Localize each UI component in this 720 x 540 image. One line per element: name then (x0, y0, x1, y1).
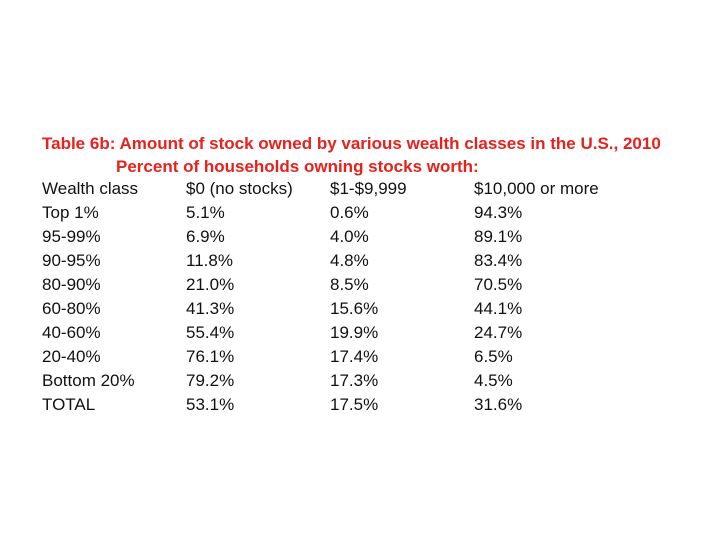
no-stocks-cell: 53.1% (186, 395, 235, 414)
wealth-class-cell: 40-60% (42, 323, 101, 342)
header-10000-or-more: $10,000 or more (474, 179, 599, 198)
table-row: Top 1% 5.1% 0.6% 94.3% (42, 203, 702, 227)
table-row: 20-40% 76.1% 17.4% 6.5% (42, 347, 702, 371)
no-stocks-cell: 6.9% (186, 227, 225, 246)
no-stocks-cell: 76.1% (186, 347, 235, 366)
wealth-class-cell: 80-90% (42, 275, 101, 294)
table-row-total: TOTAL 53.1% 17.5% 31.6% (42, 395, 702, 419)
small-stocks-cell: 15.6% (330, 299, 379, 318)
small-stocks-cell: 4.8% (330, 251, 369, 270)
small-stocks-cell: 19.9% (330, 323, 379, 342)
small-stocks-cell: 17.4% (330, 347, 379, 366)
header-no-stocks: $0 (no stocks) (186, 179, 293, 198)
no-stocks-cell: 11.8% (186, 251, 233, 270)
large-stocks-cell: 4.5% (474, 371, 513, 390)
large-stocks-cell: 44.1% (474, 299, 523, 318)
large-stocks-cell: 83.4% (474, 251, 523, 270)
no-stocks-cell: 21.0% (186, 275, 235, 294)
wealth-class-cell: 60-80% (42, 299, 101, 318)
large-stocks-cell: 6.5% (474, 347, 513, 366)
table-row: 90-95% 11.8% 4.8% 83.4% (42, 251, 702, 275)
table-title: Table 6b: Amount of stock owned by vario… (42, 134, 661, 153)
table-row: 40-60% 55.4% 19.9% 24.7% (42, 323, 702, 347)
wealth-class-cell: Top 1% (42, 203, 99, 222)
large-stocks-cell: 31.6% (474, 395, 523, 414)
wealth-class-cell: 20-40% (42, 347, 101, 366)
large-stocks-cell: 24.7% (474, 323, 523, 342)
wealth-class-cell: TOTAL (42, 395, 96, 414)
small-stocks-cell: 0.6% (330, 203, 369, 222)
large-stocks-cell: 94.3% (474, 203, 523, 222)
no-stocks-cell: 41.3% (186, 299, 235, 318)
table-row: Bottom 20% 79.2% 17.3% 4.5% (42, 371, 702, 395)
small-stocks-cell: 17.3% (330, 371, 379, 390)
no-stocks-cell: 5.1% (186, 203, 225, 222)
table-subtitle: Percent of households owning stocks wort… (116, 157, 479, 176)
wealth-class-cell: 95-99% (42, 227, 101, 246)
stock-ownership-table: Wealth class $0 (no stocks) $1-$9,999 $1… (42, 179, 702, 419)
small-stocks-cell: 4.0% (330, 227, 369, 246)
large-stocks-cell: 89.1% (474, 227, 523, 246)
small-stocks-cell: 8.5% (330, 275, 369, 294)
small-stocks-cell: 17.5% (330, 395, 379, 414)
header-row: Wealth class $0 (no stocks) $1-$9,999 $1… (42, 179, 702, 203)
no-stocks-cell: 55.4% (186, 323, 235, 342)
no-stocks-cell: 79.2% (186, 371, 235, 390)
wealth-class-cell: Bottom 20% (42, 371, 135, 390)
large-stocks-cell: 70.5% (474, 275, 523, 294)
wealth-class-cell: 90-95% (42, 251, 101, 270)
header-wealth-class: Wealth class (42, 179, 139, 198)
table-row: 80-90% 21.0% 8.5% 70.5% (42, 275, 702, 299)
table-row: 60-80% 41.3% 15.6% 44.1% (42, 299, 702, 323)
table-row: 95-99% 6.9% 4.0% 89.1% (42, 227, 702, 251)
header-1-to-9999: $1-$9,999 (330, 179, 407, 198)
